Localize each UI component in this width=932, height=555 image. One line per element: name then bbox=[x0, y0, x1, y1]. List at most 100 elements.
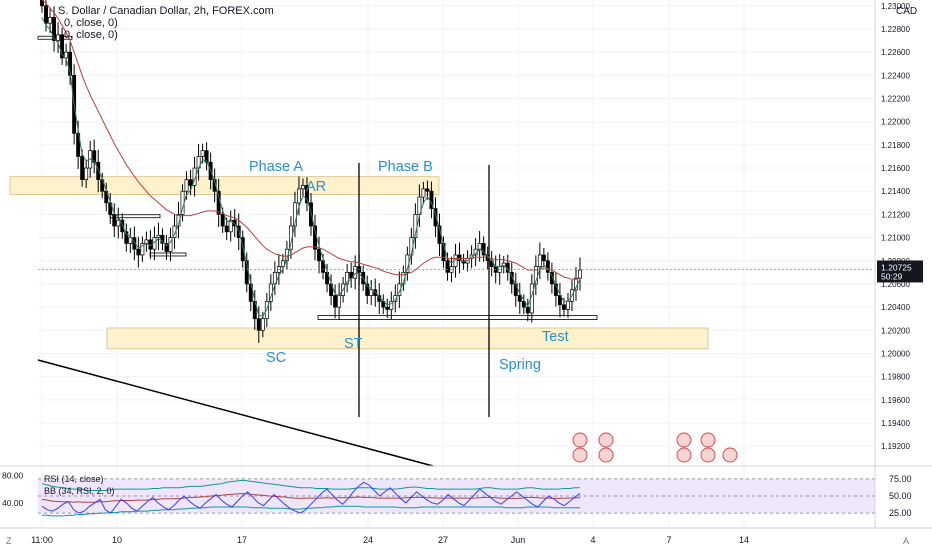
candle-body bbox=[521, 300, 526, 308]
candle-body bbox=[160, 234, 165, 244]
price-tick-label: 1.20600 bbox=[881, 280, 910, 289]
bb-upper-line bbox=[41, 479, 580, 491]
economic-event-icon bbox=[700, 447, 716, 463]
price-tick-label: 1.19800 bbox=[881, 373, 910, 382]
candle-body bbox=[140, 243, 145, 256]
time-tick-label: 7 bbox=[666, 535, 671, 545]
price-tick-label: 1.21800 bbox=[881, 141, 910, 150]
candle-body bbox=[92, 150, 97, 163]
candle-body bbox=[457, 254, 462, 262]
timezone-z-label: Z bbox=[6, 536, 12, 546]
currency-label: CAD bbox=[896, 6, 918, 17]
price-tick-label: 1.21400 bbox=[881, 187, 910, 196]
candle-body bbox=[188, 179, 193, 186]
candle-body bbox=[60, 34, 65, 59]
economic-event-icon bbox=[722, 447, 738, 463]
candle-body bbox=[337, 295, 342, 308]
candle-body bbox=[280, 260, 285, 267]
trendline bbox=[37, 359, 434, 467]
candle-body bbox=[224, 225, 229, 233]
economic-event-icon bbox=[572, 432, 588, 448]
time-tick-label: 10 bbox=[112, 535, 122, 545]
candle-body bbox=[96, 161, 101, 180]
time-tick-label: 27 bbox=[438, 535, 448, 545]
support-zone bbox=[106, 327, 709, 350]
candle-body bbox=[40, 0, 44, 7]
candle-body bbox=[220, 214, 225, 227]
chart-title: S. Dollar / Canadian Dollar, 2h, FOREX.c… bbox=[58, 5, 274, 17]
candle-body bbox=[44, 5, 48, 24]
candle-body bbox=[301, 185, 305, 190]
candle-body bbox=[52, 17, 56, 41]
candle-body bbox=[132, 237, 137, 250]
rsi-right-tick: 25.00 bbox=[889, 508, 912, 518]
time-tick-label: Jun bbox=[511, 535, 526, 545]
annotation-label: ST bbox=[344, 336, 363, 352]
candle-body bbox=[517, 295, 522, 302]
price-tick-label: 1.19400 bbox=[881, 419, 910, 428]
time-tick-label: 11:00 bbox=[31, 535, 53, 545]
fast-moving-average-line bbox=[41, 17, 581, 317]
bb-legend: BB (34, RSI, 2, 0) bbox=[44, 486, 115, 496]
annotation-label: Phase A bbox=[249, 159, 303, 175]
candle-body bbox=[477, 243, 482, 250]
price-tick-label: 1.19200 bbox=[881, 442, 910, 451]
price-tick-label: 1.22200 bbox=[881, 95, 910, 104]
candle-body bbox=[297, 188, 301, 204]
candle-body bbox=[537, 254, 542, 267]
candle-body bbox=[180, 190, 185, 215]
rsi-band bbox=[38, 478, 875, 514]
last-price-badge bbox=[877, 260, 923, 283]
candle-body bbox=[80, 156, 85, 180]
candle-body bbox=[305, 185, 309, 204]
economic-event-icon bbox=[572, 447, 588, 463]
annotation-label: Test bbox=[542, 329, 569, 345]
candle-body bbox=[168, 237, 173, 252]
price-tick-label: 1.23000 bbox=[881, 2, 910, 11]
candle-body bbox=[561, 304, 566, 310]
candle-body bbox=[76, 132, 81, 157]
time-tick-label: 24 bbox=[363, 535, 373, 545]
candle-body bbox=[445, 260, 450, 273]
price-tick-label: 1.22000 bbox=[881, 118, 910, 127]
candle-body bbox=[136, 248, 141, 256]
economic-event-icon bbox=[676, 432, 692, 448]
candle-body bbox=[397, 283, 402, 296]
rsi-left-tick: 80.00 bbox=[2, 470, 24, 480]
candle-body bbox=[545, 260, 550, 273]
economic-event-icon bbox=[700, 432, 716, 448]
candle-body bbox=[172, 225, 177, 238]
candle-body bbox=[549, 272, 554, 285]
candle-body bbox=[184, 179, 189, 192]
price-tick-label: 1.22800 bbox=[881, 25, 910, 34]
auto-scale-label[interactable]: A bbox=[903, 536, 910, 546]
candle-body bbox=[200, 150, 205, 157]
price-tick-label: 1.22600 bbox=[881, 48, 910, 57]
rsi-line bbox=[41, 481, 581, 514]
rsi-right-tick: 75.00 bbox=[889, 474, 912, 484]
time-tick-label: 4 bbox=[590, 535, 595, 545]
annotation-label: Spring bbox=[499, 357, 541, 373]
candle-body bbox=[566, 300, 570, 310]
candle-body bbox=[256, 318, 261, 331]
candle-body bbox=[345, 272, 350, 285]
annotation-label: AR bbox=[306, 179, 326, 195]
annotation-label: SC bbox=[266, 350, 286, 366]
time-tick-label: 14 bbox=[739, 535, 749, 545]
candle-body bbox=[333, 295, 338, 308]
price-tick-label: 1.19600 bbox=[881, 396, 910, 405]
candle-body bbox=[128, 237, 133, 244]
candle-body bbox=[389, 300, 394, 310]
last-price-value: 1.20725 bbox=[881, 262, 912, 272]
slow-moving-average-line bbox=[41, 0, 581, 280]
candle-body bbox=[433, 208, 438, 227]
candle-body bbox=[228, 219, 233, 233]
economic-event-icon bbox=[598, 432, 614, 448]
candle-body bbox=[192, 167, 197, 186]
candle-body bbox=[353, 266, 358, 279]
economic-event-icon bbox=[598, 447, 614, 463]
candle-body bbox=[349, 272, 354, 279]
bb-lower-line bbox=[42, 505, 580, 517]
